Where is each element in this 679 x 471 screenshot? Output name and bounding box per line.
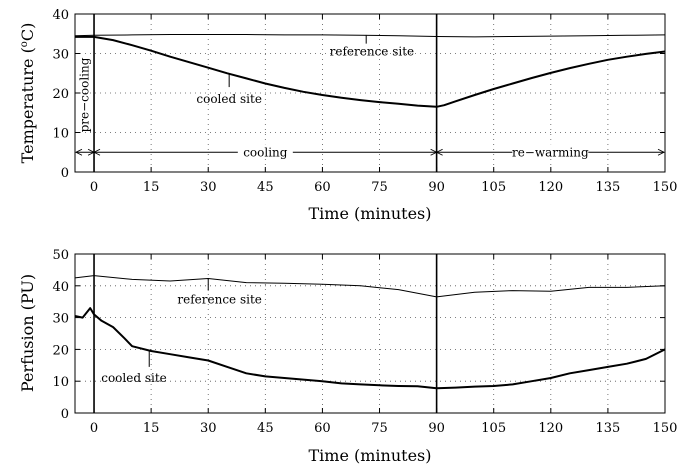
temperature-y-axis-title-main: Temperature ( [18, 47, 37, 163]
perfusion-x-tick-label: 0 [90, 421, 98, 436]
perfusion-y-tick-label: 50 [52, 248, 69, 263]
temperature-x-tick-label: 15 [143, 180, 160, 195]
temperature-y-axis-title-degree: o [19, 41, 30, 47]
perfusion-reference-site-label: reference site [177, 292, 262, 306]
temperature-x-tick-label: 105 [481, 180, 506, 195]
perfusion-x-tick-label: 45 [257, 421, 274, 436]
temperature-y-tick-label: 20 [52, 87, 69, 102]
temperature-x-tick-label: 150 [653, 180, 678, 195]
temperature-series-reference-site [74, 34, 666, 38]
temperature-x-tick-label: 90 [428, 180, 445, 195]
temperature-x-axis-title: Time (minutes) [308, 204, 431, 223]
perfusion-series-cooled-site [74, 307, 666, 390]
temperature-x-tick-label: 45 [257, 180, 274, 195]
temperature-reference-site-label: reference site [330, 44, 415, 58]
temperature-y-tick-label: 40 [52, 8, 69, 23]
perfusion-y-tick-label: 0 [61, 407, 69, 422]
temperature-x-tick-label: 60 [314, 180, 331, 195]
pre-cooling-label: pre−cooling [78, 57, 92, 132]
perfusion-x-tick-label: 30 [200, 421, 217, 436]
temperature-y-axis-title-unit: C) [18, 23, 37, 41]
temperature-y-tick-label: 30 [52, 48, 69, 63]
cooling-arrow-head-left [93, 148, 101, 156]
temperature-panel: 0 15 30 45 60 75 90 105 120 135 150 0 10 20 30 40 refer… [18, 8, 677, 223]
re-warming-arrow-head-left [435, 148, 443, 156]
perfusion-x-tick-label: 90 [428, 421, 445, 436]
perfusion-x-tick-label: 150 [653, 421, 678, 436]
perfusion-x-axis-title: Time (minutes) [308, 446, 431, 465]
perfusion-x-tick-label: 75 [371, 421, 388, 436]
temperature-cooled-site-label: cooled site [196, 92, 262, 106]
perfusion-y-tick-label: 10 [52, 375, 69, 390]
perfusion-y-tick-label: 20 [52, 343, 69, 358]
cooling-label-bg [237, 144, 293, 159]
temperature-y-axis-title: Temperature (oC) [18, 23, 37, 164]
pre-cooling-arrow-head-left [74, 148, 83, 156]
temperature-x-tick-label: 0 [90, 180, 98, 195]
perfusion-x-tick-label: 120 [538, 421, 563, 436]
perfusion-x-tick-label: 135 [595, 421, 620, 436]
perfusion-x-tick-label: 15 [143, 421, 160, 436]
temperature-y-tick-label: 0 [61, 166, 69, 181]
re-warming-label: re−warming [512, 145, 589, 159]
temperature-x-tick-label: 30 [200, 180, 217, 195]
perfusion-plot-frame [74, 253, 666, 414]
temperature-x-tick-label: 120 [538, 180, 563, 195]
perfusion-cooled-site-label: cooled site [101, 371, 167, 385]
temperature-x-tick-label: 75 [371, 180, 388, 195]
temperature-x-tick-label: 135 [595, 180, 620, 195]
cooling-label: cooling [243, 145, 288, 159]
re-warming-arrow-head-right [657, 148, 666, 156]
perfusion-y-axis-title: Perfusion (PU) [18, 274, 37, 392]
temperature-y-tick-label: 10 [52, 127, 69, 142]
temperature-series-cooled-site [75, 35, 666, 108]
perfusion-panel: 0 15 30 45 60 75 90 105 120 135 150 0 10 20 30 40 50 ref… [18, 248, 677, 465]
perfusion-x-tick-label: 105 [481, 421, 506, 436]
perfusion-x-tick-label: 60 [314, 421, 331, 436]
perfusion-y-tick-label: 40 [52, 280, 69, 295]
perfusion-y-tick-label: 30 [52, 312, 69, 327]
re-warming-label-bg [512, 144, 589, 159]
perfusion-series-reference-site [74, 275, 666, 298]
